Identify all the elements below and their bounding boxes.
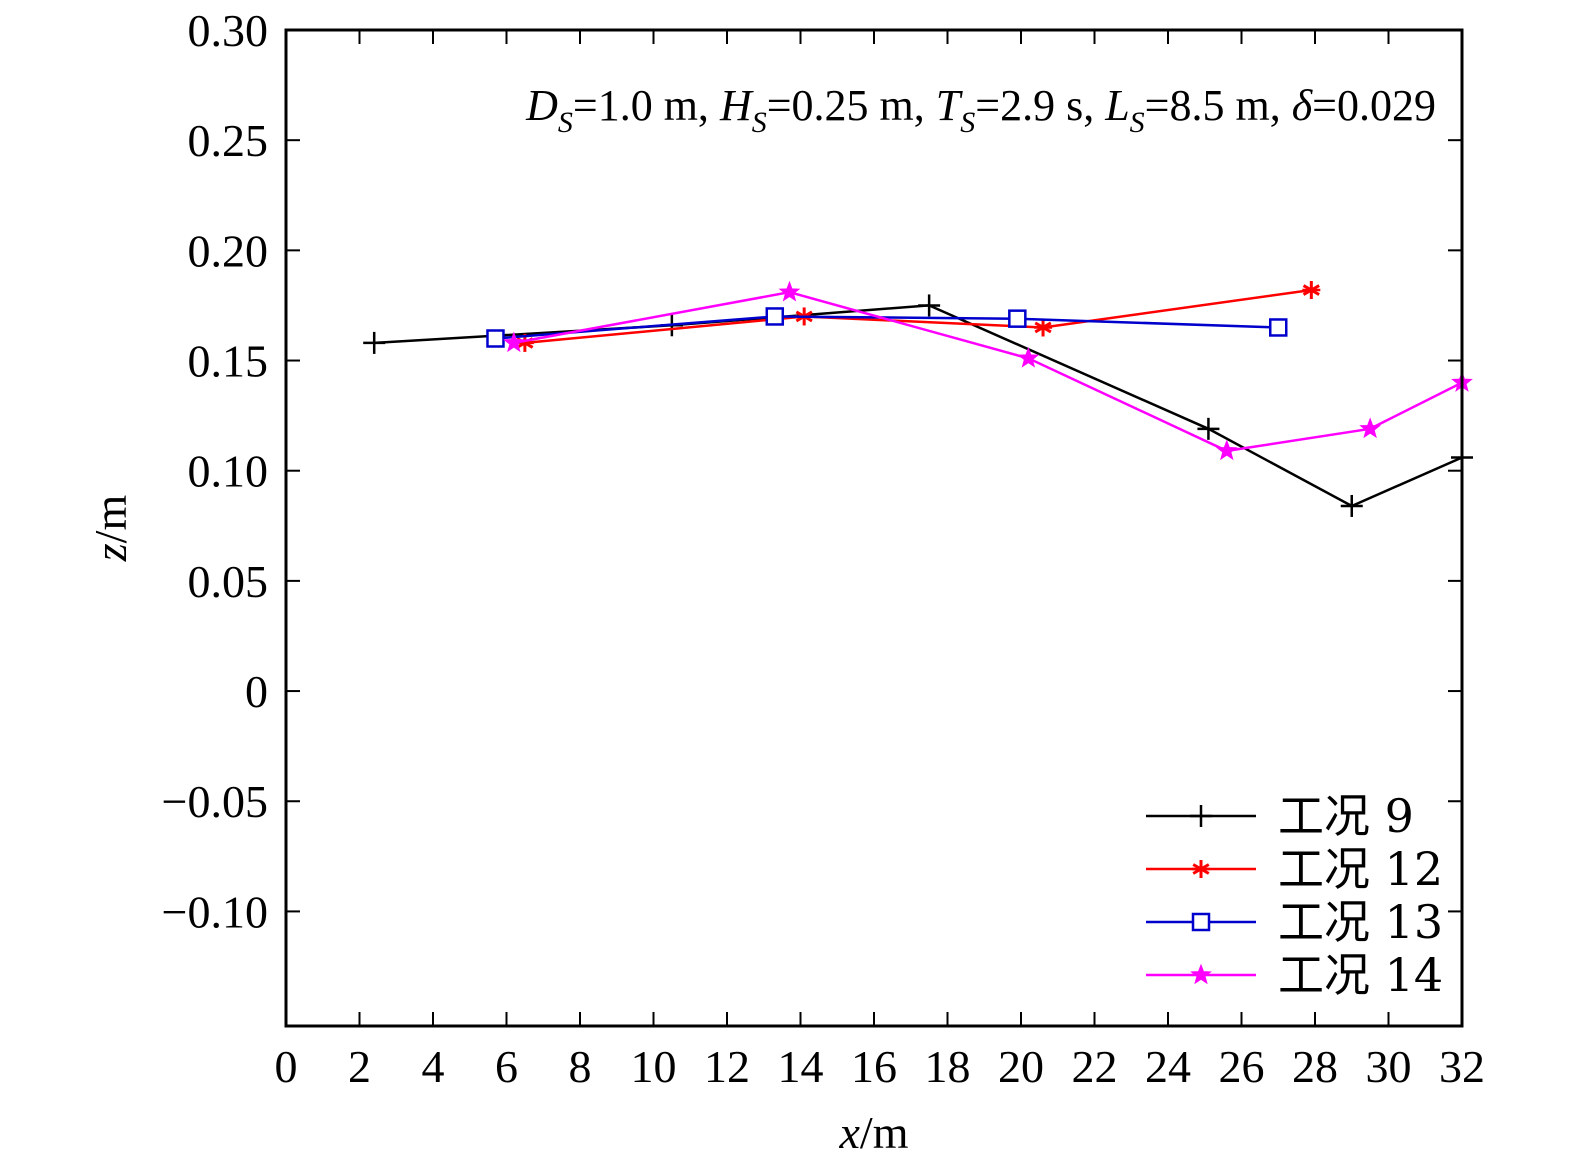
x-tick-label: 26: [1219, 1041, 1265, 1092]
legend-marker: [1190, 963, 1212, 985]
data-point: [1359, 417, 1381, 439]
y-tick-label: 0.20: [188, 225, 269, 276]
annotation-part: S: [752, 106, 767, 139]
x-tick-label: 6: [495, 1041, 518, 1092]
parameter-annotation: DS=1.0 m, HS=0.25 m, TS=2.9 s, LS=8.5 m,…: [525, 81, 1436, 139]
series-layer: [363, 280, 1473, 517]
x-tick-label: 32: [1439, 1041, 1485, 1092]
x-tick-label: 20: [998, 1041, 1044, 1092]
legend-item: 工况 9: [1146, 789, 1414, 843]
x-tick-label: 0: [275, 1041, 298, 1092]
data-point: [502, 331, 525, 353]
x-tick-label: 30: [1366, 1041, 1412, 1092]
data-point: [1008, 309, 1027, 328]
data-point: [778, 280, 801, 302]
data-point: [1034, 318, 1053, 337]
annotation-part: D: [525, 81, 558, 130]
data-point: [1269, 318, 1288, 337]
y-axis-var: z: [85, 543, 136, 562]
x-tick-label: 22: [1072, 1041, 1118, 1092]
y-tick-label: 0: [245, 666, 268, 717]
y-tick-label: 0.25: [188, 115, 269, 166]
annotation-part: =8.5 m,: [1145, 81, 1292, 130]
data-point: [1340, 494, 1363, 517]
y-tick-label: 0.05: [188, 556, 269, 607]
data-point: [1017, 346, 1040, 368]
data-point: [1302, 281, 1321, 300]
x-tick-label: 24: [1145, 1041, 1191, 1092]
x-axis-unit: /m: [860, 1107, 909, 1158]
annotation-part: =2.9 s,: [975, 81, 1105, 130]
x-tick-label: 28: [1292, 1041, 1338, 1092]
data-point: [486, 329, 505, 348]
x-tick-label: 10: [631, 1041, 677, 1092]
legend-item: 工况 12: [1146, 842, 1443, 896]
legend-item: 工况 14: [1146, 948, 1443, 1002]
x-axis-label: x/m: [839, 1107, 909, 1158]
x-tick-labels: 0 2 4 6 8 10 12 14 16 18 20 22 24 26 28 30 32: [275, 1041, 1486, 1092]
legend-marker: [1191, 912, 1211, 932]
annotation-part: L: [1104, 81, 1129, 130]
x-tick-label: 16: [851, 1041, 897, 1092]
x-tick-label: 8: [569, 1041, 592, 1092]
legend-marker: [1192, 860, 1210, 878]
series-line: [524, 288, 1312, 345]
y-tick-label: −0.10: [162, 886, 268, 937]
plot-frame: [284, 28, 1464, 1028]
y-tick-label: −0.05: [162, 776, 268, 827]
legend-label: 工况 14: [1278, 948, 1443, 1002]
data-point: [1215, 439, 1238, 461]
x-tick-label: 4: [422, 1041, 445, 1092]
data-point: [1197, 417, 1220, 440]
y-tick-label: 0.10: [188, 446, 269, 497]
legend-marker: [1190, 805, 1212, 827]
x-tick-label: 18: [925, 1041, 971, 1092]
data-point: [765, 307, 785, 326]
series-line: [513, 290, 1463, 453]
annotation-part: S: [1130, 106, 1145, 139]
series-2: [486, 307, 1288, 348]
y-axis-label: z/m: [85, 495, 136, 563]
x-tick-label: 2: [348, 1041, 371, 1092]
data-point: [363, 331, 386, 354]
y-axis-unit: /m: [85, 495, 136, 544]
annotation-part: δ: [1292, 81, 1314, 130]
x-tick-label: 12: [704, 1041, 750, 1092]
data-point: [918, 294, 941, 317]
annotation-part: =1.0 m,: [573, 81, 720, 130]
series-1: [515, 281, 1321, 352]
axis-ticks: [285, 29, 1463, 1026]
annotation-part: S: [960, 106, 975, 139]
legend-item: 工况 13: [1146, 895, 1443, 949]
y-tick-label: 0.30: [188, 5, 269, 56]
legend-label: 工况 13: [1278, 895, 1443, 949]
annotation-part: S: [558, 106, 573, 139]
y-tick-label: 0.15: [188, 336, 269, 387]
legend-label: 工况 12: [1278, 842, 1443, 896]
series-3: [502, 280, 1473, 461]
x-tick-label: 14: [778, 1041, 824, 1092]
x-axis-var: x: [839, 1107, 861, 1158]
y-tick-labels: −0.10 −0.05 0 0.05 0.10 0.15 0.20 0.25 0.30: [162, 5, 268, 937]
annotation-part: =0.029: [1312, 81, 1436, 130]
annotation-part: =0.25 m,: [767, 81, 936, 130]
series-line: [495, 315, 1279, 340]
legend-label: 工况 9: [1278, 789, 1414, 843]
annotation-part: T: [936, 81, 964, 130]
annotation-part: H: [719, 81, 754, 130]
